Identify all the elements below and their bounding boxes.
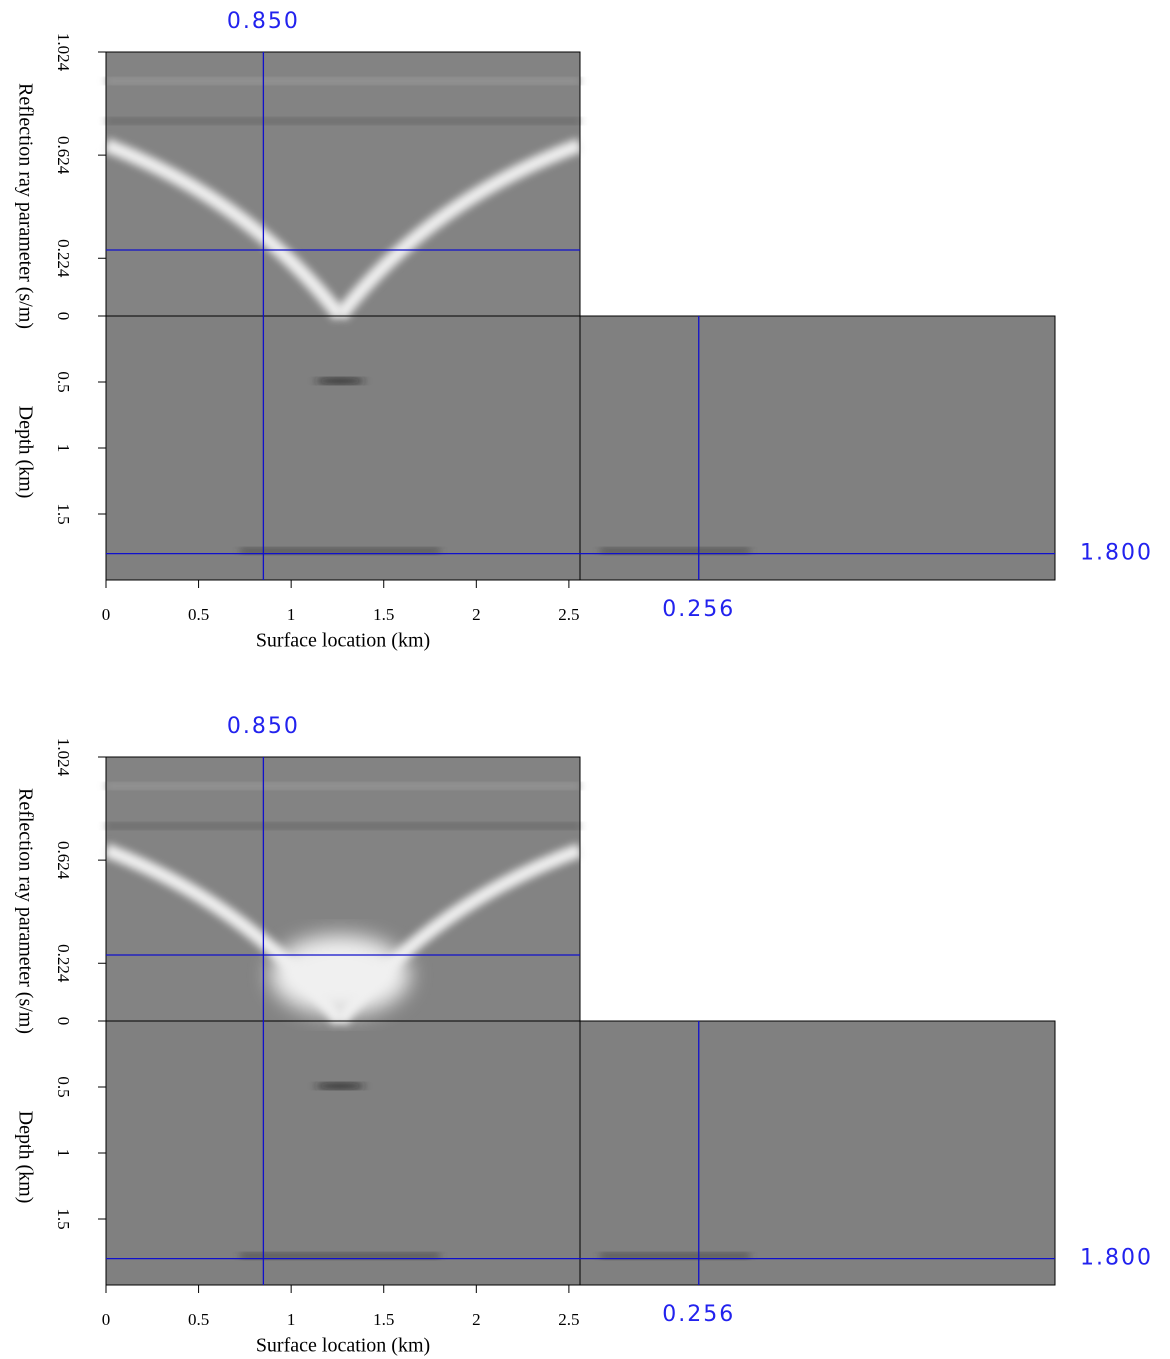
event	[240, 548, 440, 554]
event	[315, 1083, 365, 1089]
cursor-label: 0.256	[662, 1302, 735, 1327]
x-axis-label: Surface location (km)	[256, 1335, 430, 1357]
image-bg	[106, 316, 580, 580]
event	[600, 1253, 750, 1259]
y2-tick-label: 1.024	[54, 738, 73, 777]
image-bg	[106, 1021, 580, 1285]
y-axis-label: Depth (km)	[14, 1111, 36, 1204]
y2-axis-label: Reflection ray parameter (s/m)	[14, 788, 36, 1034]
image-bg	[580, 1021, 1055, 1285]
x-axis-label: Surface location (km)	[256, 630, 430, 652]
y2-tick-label: 0.624	[54, 841, 73, 880]
band	[106, 118, 580, 124]
x-tick-label: 0	[102, 605, 111, 624]
y-axis-label: Depth (km)	[14, 406, 36, 499]
panel: 0 0.5 1 1.5 2 2.5 Surface location (km) 0.5 1 1.5…	[14, 9, 1153, 652]
event	[240, 1253, 440, 1259]
panel: 0 0.5 1 1.5 2 2.5 Surface location (km) 0.5 1 1.5…	[14, 714, 1153, 1357]
x-tick-label: 1.5	[373, 1310, 394, 1329]
x-tick-label: 0.5	[188, 605, 209, 624]
y-tick-label: 0.5	[54, 371, 73, 392]
event	[270, 935, 410, 1015]
band	[106, 783, 580, 789]
y-tick-label: 1	[54, 1149, 73, 1158]
y-tick-label: 1.5	[54, 1208, 73, 1229]
event	[334, 138, 583, 321]
band	[106, 823, 580, 829]
frame	[579, 315, 1056, 581]
x-tick-label: 1	[287, 1310, 296, 1329]
x-tick-label: 2.5	[558, 1310, 579, 1329]
x-tick-label: 2	[472, 1310, 481, 1329]
y2-tick-label: 1.024	[54, 33, 73, 72]
x-tick-label: 1	[287, 605, 296, 624]
seismic-image	[103, 757, 1055, 1285]
y2-tick-label: 0.224	[54, 944, 73, 983]
x-tick-label: 1.5	[373, 605, 394, 624]
y2-tick-label: 0.624	[54, 136, 73, 175]
band	[106, 78, 580, 84]
seismic-image	[103, 52, 1055, 580]
image-bg	[580, 316, 1055, 580]
y2-tick-label: 0	[54, 1017, 73, 1026]
event	[600, 548, 750, 554]
y2-tick-label: 0.224	[54, 239, 73, 278]
y2-axis-label: Reflection ray parameter (s/m)	[14, 83, 36, 329]
x-tick-label: 0	[102, 1310, 111, 1329]
cursor-label: 0.850	[227, 714, 300, 739]
cursor-label: 1.800	[1080, 1246, 1153, 1271]
event	[103, 138, 346, 321]
x-tick-label: 2	[472, 605, 481, 624]
y-tick-label: 0.5	[54, 1076, 73, 1097]
x-tick-label: 0.5	[188, 1310, 209, 1329]
x-tick-label: 2.5	[558, 605, 579, 624]
y-tick-label: 1	[54, 444, 73, 453]
cursor-label: 0.256	[662, 597, 735, 622]
cursor-label: 0.850	[227, 9, 300, 34]
event	[315, 378, 365, 384]
y2-tick-label: 0	[54, 312, 73, 321]
frame	[579, 1020, 1056, 1286]
cursor-label: 1.800	[1080, 541, 1153, 566]
y-tick-label: 1.5	[54, 503, 73, 524]
